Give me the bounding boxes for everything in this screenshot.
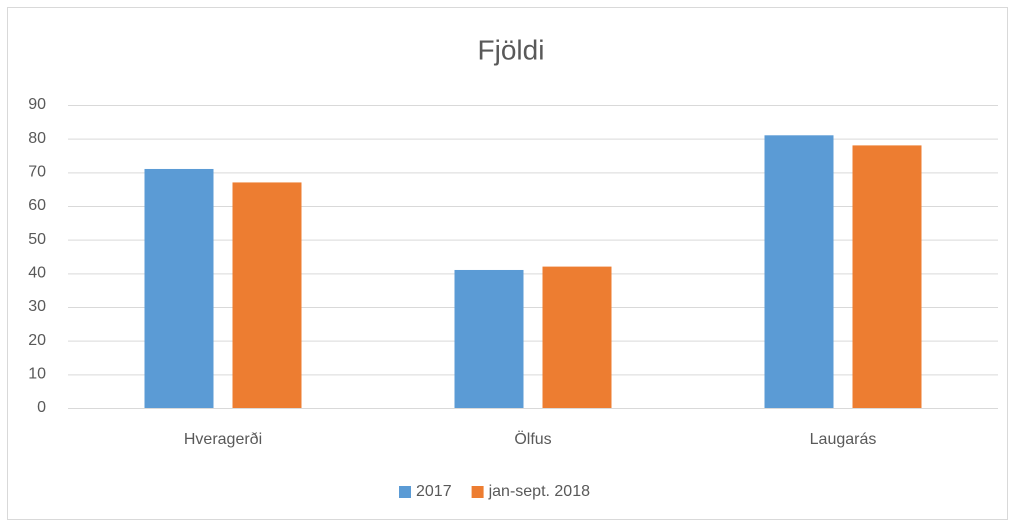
y-tick-label: 40 [28,265,46,282]
legend-label: jan-sept. 2018 [488,483,591,500]
bar [232,182,302,408]
bar [764,135,834,409]
bar [454,269,524,408]
y-tick-label: 20 [28,332,46,349]
y-tick-label: 10 [28,366,46,383]
x-tick-label: Laugarás [810,431,877,448]
y-tick-label: 50 [28,231,46,248]
chart-title: Fjöldi [478,34,545,65]
y-tick-label: 30 [28,298,46,315]
bar [144,168,214,408]
x-tick-label: Hveragerði [184,431,262,448]
x-tick-label: Ölfus [514,430,551,448]
y-tick-label: 60 [28,197,46,214]
legend-swatch [399,486,411,498]
y-tick-label: 70 [28,164,46,181]
bar [542,266,612,408]
bar [852,145,922,408]
legend-swatch [471,486,484,498]
y-tick-label: 0 [37,399,46,416]
legend-label: 2017 [416,483,452,500]
y-tick-label: 80 [28,130,46,147]
y-tick-label: 90 [28,96,46,113]
